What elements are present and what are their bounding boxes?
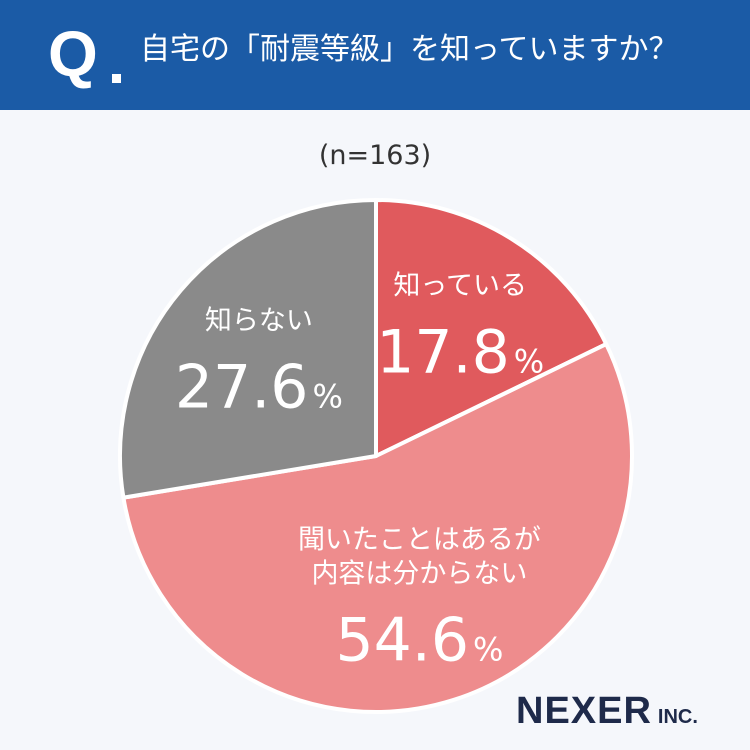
brand-logo: NEXER INC. [516,690,698,733]
question-text: 自宅の「耐震等級」を知っていますか？ [140,32,679,67]
pie-slice [118,198,378,500]
sample-size: (n=163) [318,140,432,171]
slice-value: 17.8% [376,317,544,387]
slice-value: 54.6% [335,606,503,676]
q-dot [112,74,121,83]
slice-value: 27.6% [175,353,343,423]
pie-slice [121,342,634,714]
question-header: Q 自宅の「耐震等級」を知っていますか？ [0,0,750,110]
q-label: Q [48,18,98,90]
pie-slice [374,198,609,458]
slice-label: 知っている [393,270,527,301]
slice-label: 聞いたことはあるが [298,525,541,556]
brand-name: NEXER [516,690,652,732]
slice-label: 内容は分からない [311,559,527,590]
slice-label: 知らない [205,306,313,337]
brand-suffix: INC. [657,706,698,728]
